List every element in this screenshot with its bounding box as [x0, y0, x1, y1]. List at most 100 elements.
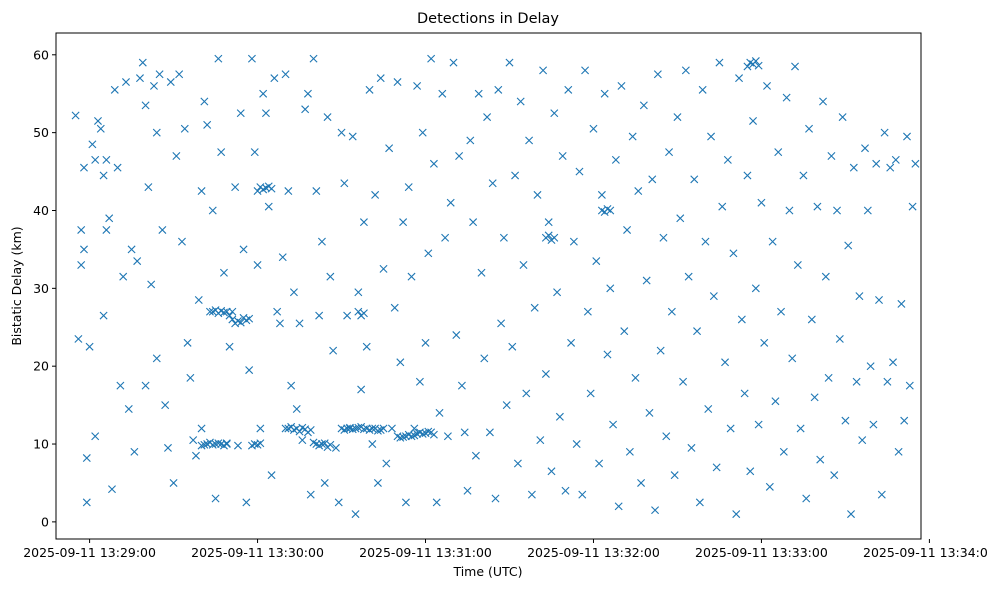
data-point	[751, 57, 760, 66]
data-point	[765, 482, 774, 491]
data-point	[429, 430, 438, 439]
data-point	[152, 128, 161, 137]
data-point	[399, 218, 408, 227]
x-axis: 2025-09-11 13:29:00 2025-09-11 13:30:00 20…	[23, 539, 988, 560]
data-point	[488, 179, 497, 188]
data-point	[460, 428, 469, 437]
data-point	[326, 440, 335, 449]
data-point	[200, 440, 209, 449]
data-point	[399, 433, 408, 442]
data-point	[788, 354, 797, 363]
data-point	[749, 116, 758, 125]
data-point	[799, 171, 808, 180]
data-point	[679, 377, 688, 386]
data-point	[441, 233, 450, 242]
data-point	[315, 311, 324, 320]
data-point	[625, 447, 634, 456]
data-point	[519, 260, 528, 269]
data-point	[863, 206, 872, 215]
data-point	[446, 198, 455, 207]
x-tick-label: 2025-09-11 13:32:00	[527, 545, 660, 560]
data-point	[858, 436, 867, 445]
data-point	[757, 198, 766, 207]
data-point	[732, 510, 741, 519]
data-point	[894, 447, 903, 456]
data-point	[754, 420, 763, 429]
data-point	[331, 443, 340, 452]
data-point	[656, 346, 665, 355]
data-point	[631, 373, 640, 382]
data-point	[558, 152, 567, 160]
data-point	[841, 416, 850, 425]
data-point	[289, 288, 298, 297]
data-point	[169, 478, 178, 487]
data-point	[278, 253, 287, 262]
data-point	[82, 498, 91, 507]
data-point	[589, 124, 598, 133]
data-point	[583, 307, 592, 316]
data-point	[793, 260, 802, 269]
data-point	[180, 124, 189, 133]
data-point	[435, 408, 444, 417]
y-tick-label: 40	[33, 203, 49, 218]
data-point	[197, 424, 206, 433]
data-point	[578, 490, 587, 499]
data-point	[141, 381, 150, 390]
data-point	[340, 179, 349, 188]
data-point	[889, 358, 897, 367]
data-point	[149, 81, 158, 90]
data-point	[80, 163, 88, 172]
data-point	[536, 436, 545, 445]
y-tick-label: 0	[41, 514, 49, 529]
data-point	[387, 424, 396, 433]
data-point	[847, 510, 856, 519]
data-point	[553, 288, 562, 297]
data-point	[96, 124, 105, 133]
data-point	[681, 66, 690, 75]
x-tick-label: 2025-09-11 13:34:00	[863, 545, 988, 560]
data-point	[191, 451, 200, 460]
data-point	[77, 260, 86, 269]
data-point	[385, 144, 394, 153]
data-point	[597, 190, 606, 199]
data-point	[298, 436, 307, 445]
data-point	[813, 202, 822, 211]
data-point	[376, 74, 385, 83]
data-point	[208, 206, 217, 215]
data-point	[449, 58, 458, 67]
data-point	[637, 478, 646, 487]
data-point	[824, 373, 833, 382]
data-point	[110, 85, 119, 94]
data-point	[424, 249, 433, 258]
data-point	[172, 152, 181, 160]
data-point	[483, 113, 492, 122]
data-point	[561, 486, 570, 495]
data-point	[810, 393, 819, 402]
data-point	[102, 225, 111, 234]
data-point	[85, 342, 94, 351]
data-point	[785, 206, 794, 215]
data-point	[211, 440, 220, 449]
data-point	[480, 354, 489, 363]
data-point	[161, 401, 170, 410]
data-point	[768, 237, 777, 246]
data-point	[530, 303, 539, 312]
data-point	[219, 308, 228, 317]
data-point	[214, 54, 223, 63]
data-point	[866, 362, 875, 371]
data-point	[231, 183, 240, 192]
data-point	[659, 233, 668, 242]
data-point	[312, 187, 321, 196]
y-axis: 0 10 20 30 40 50 60	[33, 47, 56, 529]
data-point	[407, 272, 416, 281]
data-point	[217, 148, 226, 157]
data-point	[368, 440, 377, 449]
data-point	[138, 58, 147, 67]
data-point	[177, 237, 186, 246]
data-point	[133, 257, 142, 266]
data-point	[88, 140, 97, 149]
data-point	[320, 478, 329, 487]
data-point	[838, 113, 847, 122]
data-point	[71, 111, 80, 120]
